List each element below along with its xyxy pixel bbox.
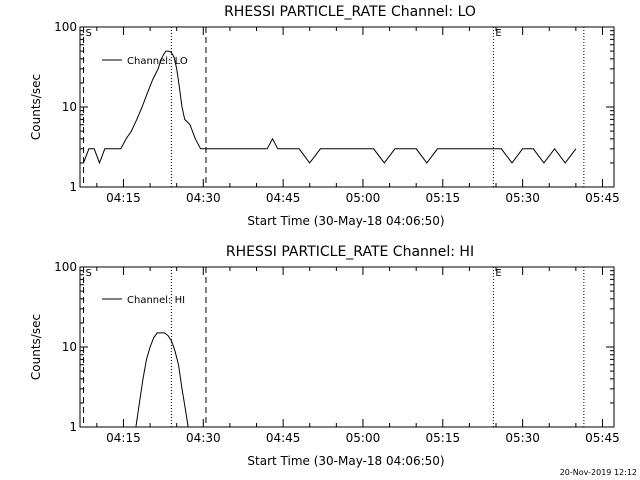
lo-series-group	[83, 50, 577, 165]
generation-timestamp: 20-Nov-2019 12:12	[560, 468, 637, 477]
hi-y-tick-label: 100	[54, 260, 77, 274]
hi-y-tick-label: 10	[62, 340, 77, 354]
lo-y-axis: 1 10 100	[54, 20, 614, 194]
hi-plot-frame	[79, 266, 615, 428]
hi-legend: Channel: HI	[102, 295, 185, 306]
lo-x-tick-label: 04:30	[186, 191, 221, 205]
lo-x-tick-label: 05:45	[585, 191, 620, 205]
lo-x-tick-label: 05:00	[346, 191, 381, 205]
hi-x-tick-label: 04:45	[266, 431, 301, 445]
lo-x-axis: 04:15 04:30 04:45 05:00 05:15 05:30 05:45	[96, 27, 620, 205]
hi-x-tick-label: 05:00	[346, 431, 381, 445]
hi-marker-label: E	[495, 268, 501, 279]
lo-y-tick-label: 10	[62, 100, 77, 114]
hi-y-axis-label: Counts/sec	[29, 314, 43, 380]
hi-marker-label: S	[86, 268, 92, 279]
lo-plot-frame	[79, 26, 615, 188]
hi-y-tick-label: 1	[69, 420, 77, 434]
lo-legend: Channel: LO	[102, 56, 188, 67]
lo-y-tick-label: 100	[54, 20, 77, 34]
hi-x-axis: 04:15 04:30 04:45 05:00 05:15 05:30 05:45	[96, 267, 620, 445]
lo-marker-label: S	[86, 28, 92, 39]
hi-y-axis: 1 10 100	[54, 260, 614, 434]
lo-series-line	[83, 50, 577, 165]
lo-marker-label: E	[495, 28, 501, 39]
hi-x-tick-label: 05:15	[426, 431, 461, 445]
hi-series-group	[135, 332, 189, 428]
lo-x-tick-label: 04:15	[106, 191, 141, 205]
hi-legend-label: Channel: HI	[127, 295, 185, 306]
hi-x-tick-label: 04:15	[106, 431, 141, 445]
lo-y-tick-label: 1	[69, 180, 77, 194]
lo-x-tick-label: 05:15	[426, 191, 461, 205]
lo-x-tick-label: 05:30	[505, 191, 540, 205]
hi-channel-panel: RHESSI PARTICLE_RATE Channel: HI 110100 …	[29, 244, 620, 468]
hi-x-tick-label: 05:30	[505, 431, 540, 445]
lo-y-axis-label: Counts/sec	[29, 74, 43, 140]
lo-legend-label: Channel: LO	[127, 56, 188, 67]
hi-x-tick-label: 04:30	[186, 431, 221, 445]
lo-channel-panel: RHESSI PARTICLE_RATE Channel: LO 110100 …	[29, 4, 620, 228]
hi-series-line	[135, 332, 189, 428]
hi-x-tick-label: 05:45	[585, 431, 620, 445]
hi-x-axis-label: Start Time (30-May-18 04:06:50)	[247, 454, 444, 468]
lo-chart-title: RHESSI PARTICLE_RATE Channel: LO	[224, 4, 476, 20]
hi-chart-title: RHESSI PARTICLE_RATE Channel: HI	[226, 244, 474, 260]
lo-x-tick-label: 04:45	[266, 191, 301, 205]
lo-x-axis-label: Start Time (30-May-18 04:06:50)	[247, 214, 444, 228]
